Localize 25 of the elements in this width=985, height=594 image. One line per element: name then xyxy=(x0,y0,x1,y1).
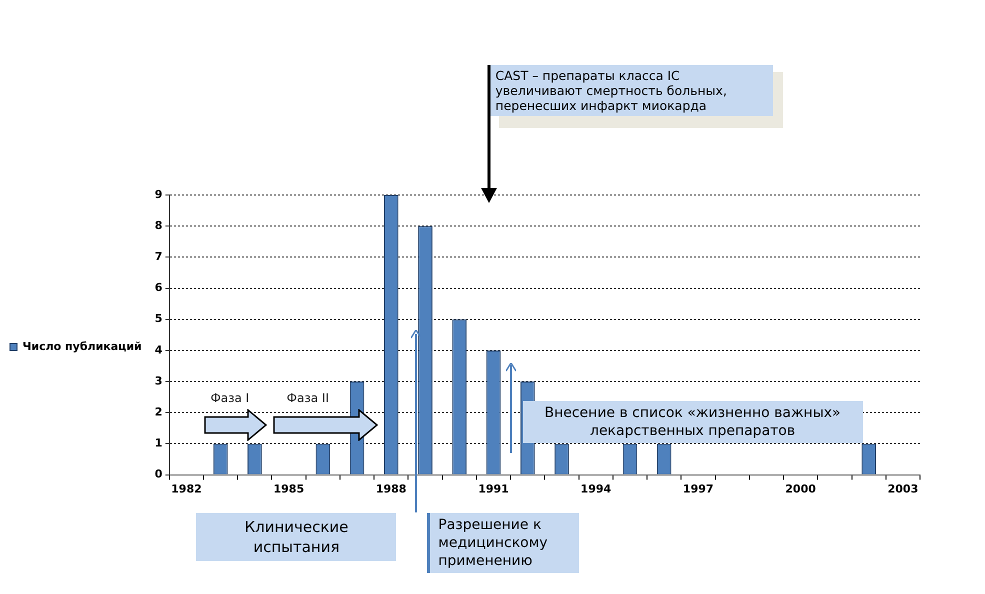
y-tick-label: 5 xyxy=(154,312,162,326)
annotation: Внесение в список «жизненно важных» лекарственных препаратов xyxy=(522,400,863,443)
y-tick-label: 6 xyxy=(154,281,163,294)
y-tick-label: 3 xyxy=(154,374,162,388)
x-tick-label: 1994 xyxy=(580,482,612,496)
x-tick-label: 1985 xyxy=(273,482,304,496)
text: Клинические испытания xyxy=(196,512,396,561)
x-tick-label: 2003 xyxy=(888,482,918,496)
x-tick-label: 1997 xyxy=(682,482,714,496)
y-tick-label: 0 xyxy=(154,468,163,481)
x-tick-label: 1988 xyxy=(376,482,406,496)
x-tick-label: 1982 xyxy=(171,482,202,496)
annotation: Фаза II xyxy=(284,390,331,405)
y-tick-label: 4 xyxy=(154,343,163,356)
legend-label: Число публикаций xyxy=(22,340,142,353)
text: CAST – препараты класса IC увеличивают смертность больных, перенесших инфаркт миокарда xyxy=(489,65,774,116)
x-tick-label: 1991 xyxy=(478,482,509,496)
text: Разрешение к медицинскому применению xyxy=(427,512,580,573)
y-tick-label: 9 xyxy=(154,188,162,201)
annotation: Фаза I xyxy=(208,390,252,405)
y-tick-label: 8 xyxy=(154,218,162,232)
y-tick-label: 1 xyxy=(154,436,162,450)
y-tick-label: 2 xyxy=(154,405,162,418)
x-tick-label: 2000 xyxy=(785,482,816,496)
y-tick-label: 7 xyxy=(154,250,162,264)
